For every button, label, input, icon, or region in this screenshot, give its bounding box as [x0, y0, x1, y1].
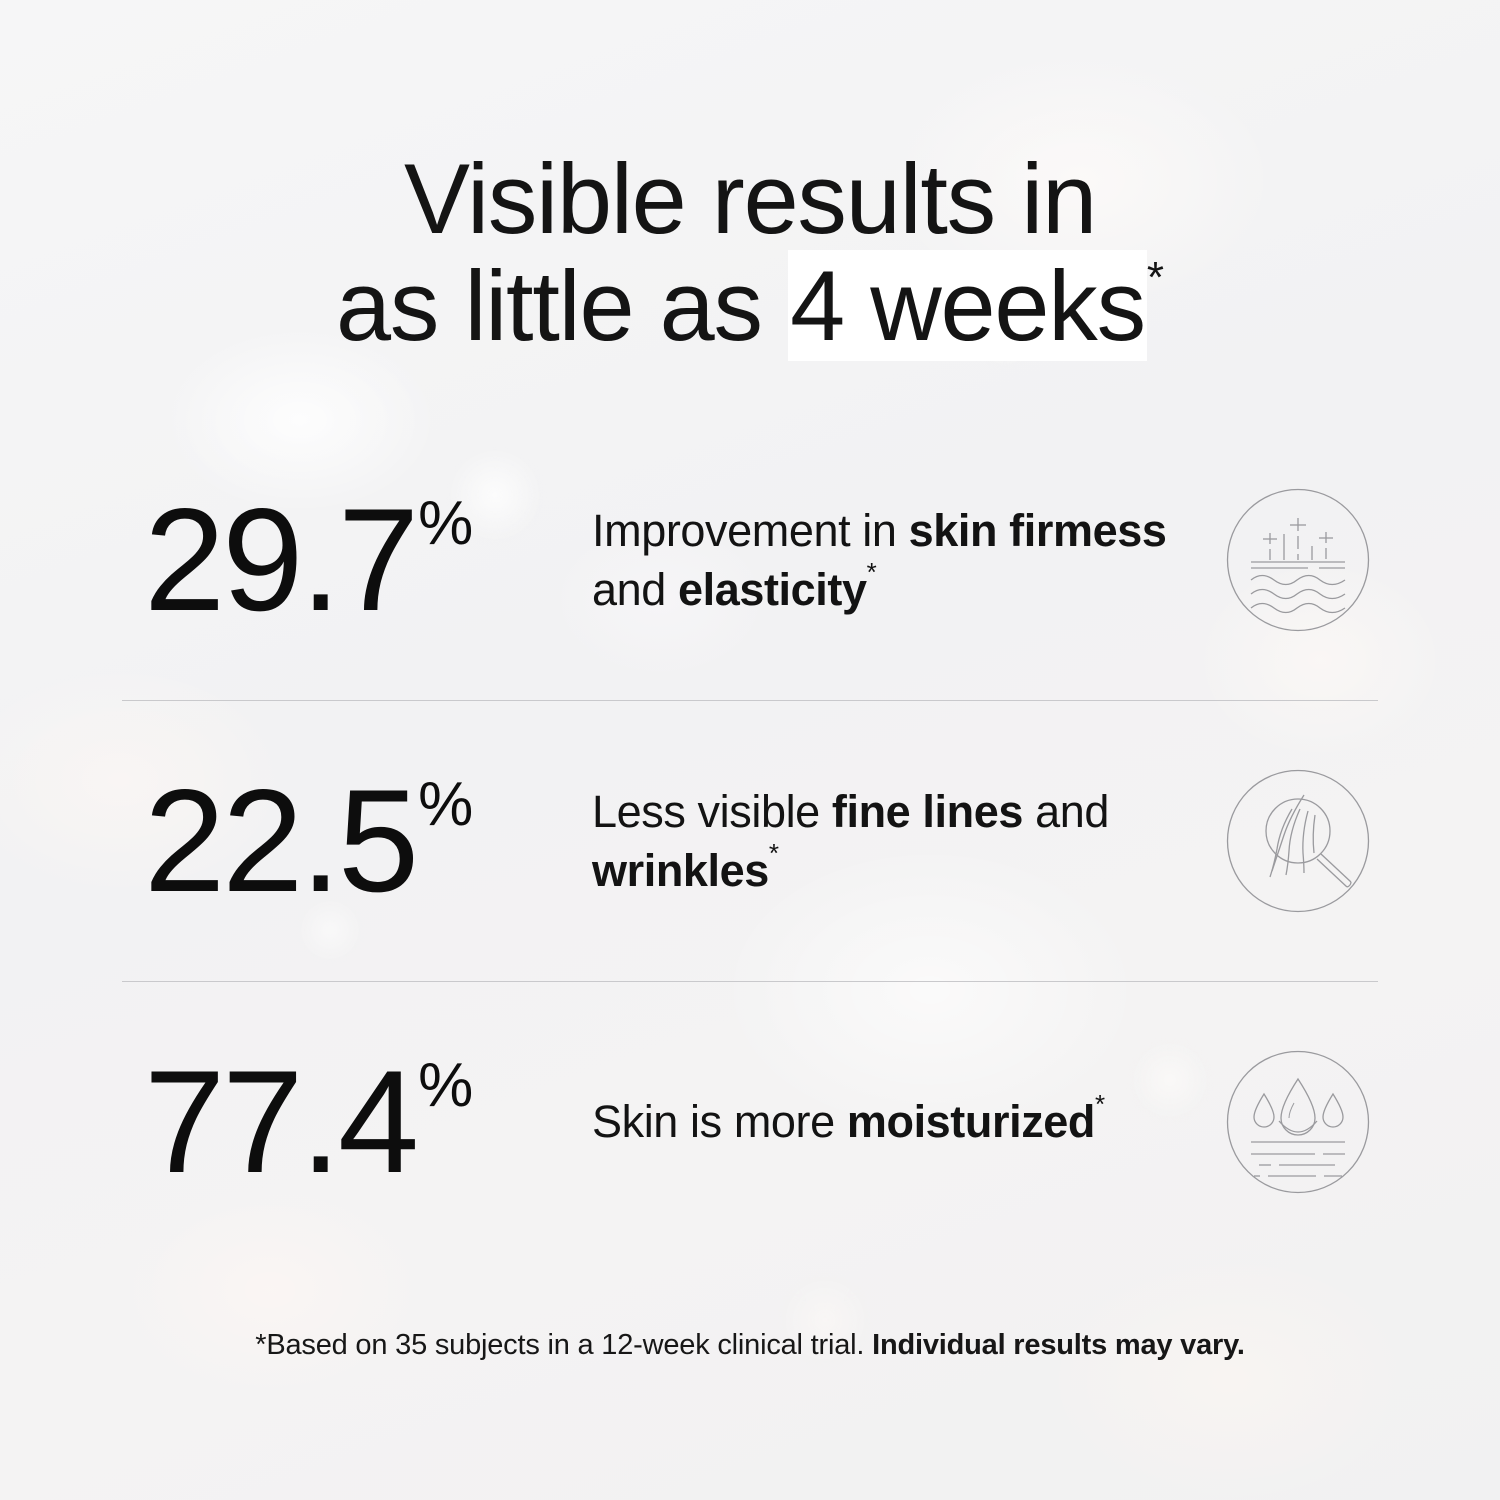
stat-text-part-bold: skin firmess	[908, 504, 1167, 556]
stat-text-part-bold: fine lines	[831, 785, 1023, 837]
stat-footnote-marker: *	[1095, 1089, 1105, 1120]
stat-text-part: and	[1022, 785, 1109, 837]
magnifier-wrinkles-icon	[1218, 765, 1378, 917]
footnote: *Based on 35 subjects in a 12-week clini…	[0, 1327, 1500, 1365]
stat-value: 77.4	[144, 1040, 419, 1203]
stat-text-part: Skin is more	[592, 1096, 847, 1148]
water-droplets-icon	[1218, 1046, 1378, 1198]
stat-description: Improvement in skin firmess and elastici…	[592, 501, 1218, 620]
page-title: Visible results in as little as 4 weeks*	[0, 143, 1500, 361]
stat-row: 22.5 % Less visible fine lines and wrink…	[122, 701, 1378, 981]
headline-footnote-marker: *	[1146, 252, 1164, 302]
stat-figure: 22.5 %	[122, 768, 592, 914]
stat-figure: 29.7 %	[122, 487, 592, 633]
stat-percent-symbol: %	[418, 1051, 473, 1120]
stat-text-part: Less visible	[592, 785, 832, 837]
stat-text-part-bold: moisturized	[846, 1096, 1096, 1148]
headline-highlight: 4 weeks	[788, 249, 1147, 361]
headline-line-1: Visible results in	[404, 143, 1097, 254]
footnote-bold: Individual results may vary.	[872, 1329, 1245, 1361]
footnote-normal: *Based on 35 subjects in a 12-week clini…	[255, 1329, 873, 1361]
stat-description: Less visible fine lines and wrinkles*	[592, 782, 1218, 901]
stat-footnote-marker: *	[866, 557, 877, 587]
stat-figure: 77.4 %	[122, 1049, 592, 1195]
stat-row: 29.7 % Improvement in skin firmess and e…	[122, 420, 1378, 700]
stat-value: 29.7	[144, 478, 419, 641]
stat-text-part-bold: elasticity	[677, 564, 867, 615]
stat-value: 22.5	[144, 759, 419, 922]
stat-text-part: and	[592, 564, 678, 615]
stat-text-part: Improvement in	[592, 504, 909, 556]
headline-line-2: as little as 4 weeks*	[0, 249, 1500, 361]
stats-list: 29.7 % Improvement in skin firmess and e…	[122, 420, 1378, 1262]
stat-footnote-marker: *	[768, 838, 779, 868]
headline-prefix: as little as	[336, 249, 789, 361]
stat-description: Skin is more moisturized*	[592, 1089, 1218, 1151]
stat-row: 77.4 % Skin is more moisturized*	[122, 982, 1378, 1262]
stat-percent-symbol: %	[418, 489, 473, 558]
stat-text-part-bold: wrinkles	[592, 845, 769, 896]
stat-percent-symbol: %	[418, 770, 473, 839]
skin-firmness-icon	[1218, 484, 1378, 636]
